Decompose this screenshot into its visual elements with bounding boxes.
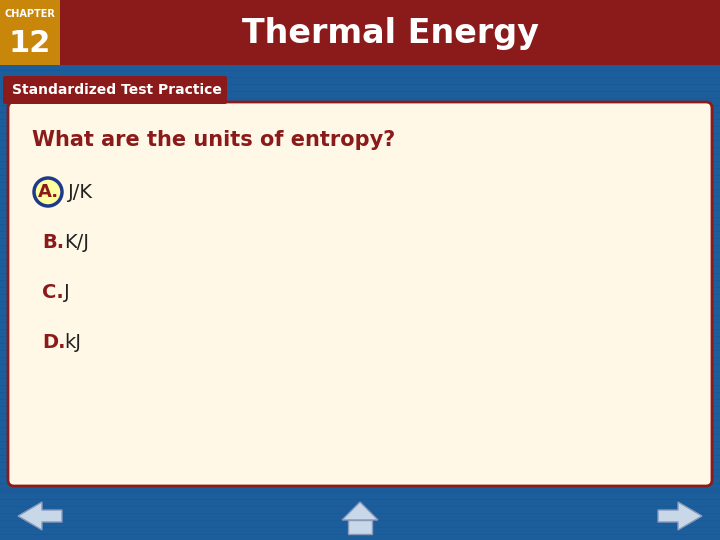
Text: 12: 12 [9, 30, 51, 58]
Text: What are the units of entropy?: What are the units of entropy? [32, 130, 395, 150]
Text: K/J: K/J [64, 233, 89, 252]
FancyBboxPatch shape [348, 520, 372, 534]
Text: D.: D. [42, 333, 66, 352]
Text: J: J [64, 282, 70, 301]
Polygon shape [18, 502, 62, 530]
Polygon shape [342, 502, 378, 520]
FancyBboxPatch shape [0, 0, 720, 65]
Text: C.: C. [42, 282, 64, 301]
FancyBboxPatch shape [3, 76, 227, 104]
Text: kJ: kJ [64, 333, 81, 352]
FancyBboxPatch shape [8, 102, 712, 486]
Text: B.: B. [42, 233, 64, 252]
Text: Standardized Test Practice: Standardized Test Practice [12, 83, 222, 97]
Text: A.: A. [37, 183, 58, 201]
Circle shape [34, 178, 62, 206]
FancyBboxPatch shape [0, 0, 60, 65]
Polygon shape [658, 502, 702, 530]
Text: CHAPTER: CHAPTER [4, 9, 55, 19]
Text: J/K: J/K [68, 183, 93, 201]
Text: Thermal Energy: Thermal Energy [242, 17, 539, 51]
FancyBboxPatch shape [0, 492, 720, 540]
